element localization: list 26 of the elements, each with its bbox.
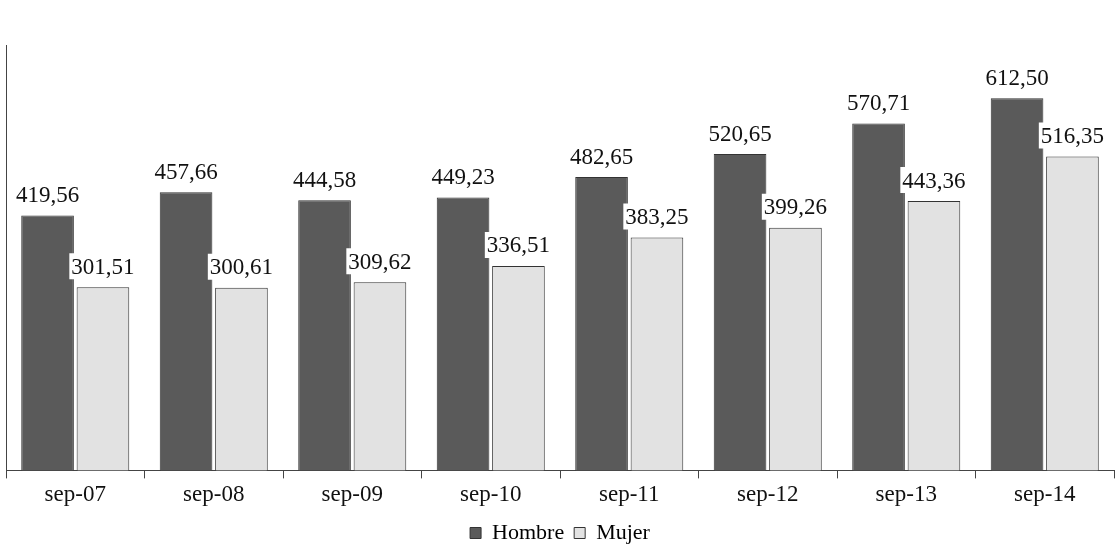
data-label: 444,58	[292, 166, 357, 192]
legend-label: Mujer	[596, 518, 651, 544]
data-label: 301,51	[71, 253, 135, 279]
x-tick-label: sep-11	[599, 481, 660, 507]
data-label: 570,71	[846, 90, 911, 116]
data-label: 383,25	[625, 204, 689, 230]
data-label: 419,56	[15, 181, 80, 207]
data-label: 443,36	[902, 167, 966, 193]
x-tick-label: sep-07	[44, 481, 106, 507]
data-label: 482,65	[569, 143, 634, 169]
data-label: 449,23	[431, 163, 495, 189]
data-label: 309,62	[348, 248, 412, 274]
data-label: 516,35	[1040, 123, 1105, 149]
data-label: 612,50	[985, 64, 1049, 90]
x-tick-label: sep-12	[737, 481, 799, 507]
data-label: 457,66	[154, 158, 218, 184]
legend-label: Hombre	[492, 518, 565, 544]
data-label: 300,61	[209, 254, 274, 280]
data-label: 336,51	[486, 232, 551, 258]
x-tick-label: sep-13	[875, 481, 937, 507]
data-label: 520,65	[708, 120, 772, 146]
x-tick-label: sep-08	[183, 481, 245, 507]
x-tick-label: sep-10	[460, 481, 522, 507]
data-label: 399,26	[763, 194, 828, 220]
x-tick-label: sep-09	[321, 481, 383, 507]
x-tick-label: sep-14	[1014, 481, 1076, 507]
